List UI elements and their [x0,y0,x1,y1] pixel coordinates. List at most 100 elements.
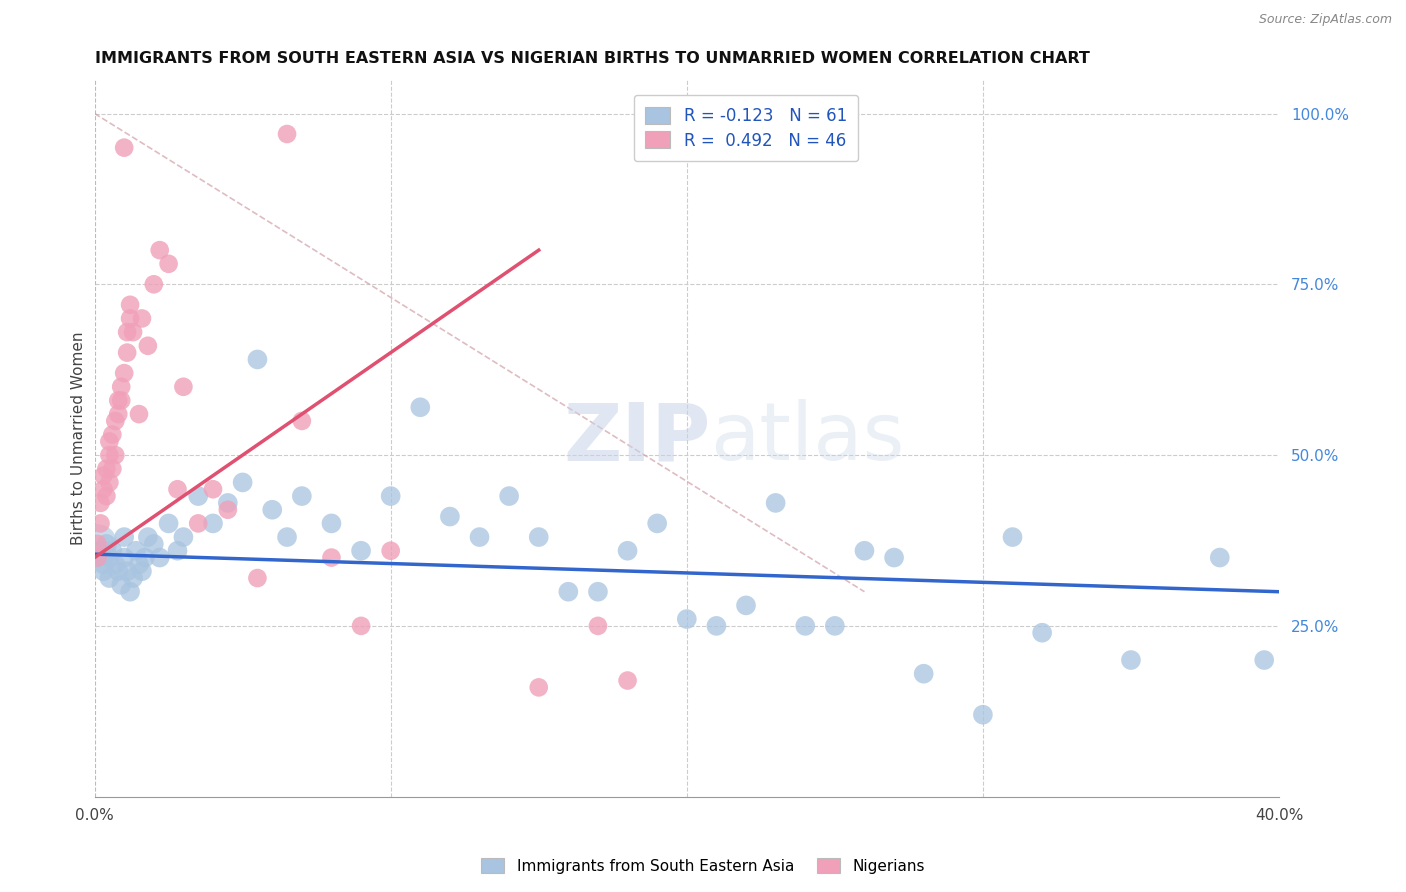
Point [1001,530,1024,544]
Point [104,558,127,572]
Point [217,502,239,516]
Point [86,550,108,565]
Point [321,516,343,531]
Point [321,550,343,565]
Point [202,482,225,496]
Point [380,489,402,503]
Legend: Immigrants from South Eastern Asia, Nigerians: Immigrants from South Eastern Asia, Nige… [475,852,931,880]
Point [912,666,935,681]
Point [557,584,579,599]
Point [166,482,188,496]
Point [498,489,520,503]
Text: atlas: atlas [710,399,905,477]
Point [93,468,115,483]
Point [98,550,121,565]
Point [112,141,135,155]
Point [246,352,269,367]
Point [187,516,209,531]
Point [157,516,180,531]
Point [246,571,269,585]
Point [120,311,142,326]
Point [350,543,373,558]
Point [125,543,148,558]
Point [96,537,118,551]
Legend: R = -0.123   N = 61, R =  0.492   N = 46: R = -0.123 N = 61, R = 0.492 N = 46 [634,95,859,161]
Point [616,543,638,558]
Point [586,619,609,633]
Point [89,516,111,531]
Point [291,489,314,503]
Point [112,530,135,544]
Point [172,380,194,394]
Point [86,537,108,551]
Point [1031,625,1053,640]
Point [527,530,550,544]
Point [794,619,817,633]
Point [98,434,121,449]
Point [86,537,108,551]
Point [765,496,787,510]
Point [107,564,129,578]
Point [122,325,145,339]
Point [172,530,194,544]
Point [232,475,254,490]
Point [134,550,156,565]
Point [96,462,118,476]
Point [107,393,129,408]
Point [291,414,314,428]
Point [187,489,209,503]
Point [157,257,180,271]
Point [706,619,728,633]
Point [112,550,135,565]
Point [98,475,121,490]
Point [616,673,638,688]
Point [217,496,239,510]
Point [115,345,138,359]
Point [128,558,150,572]
Point [350,619,373,633]
Point [824,619,846,633]
Point [110,393,132,408]
Point [101,462,124,476]
Point [110,578,132,592]
Point [142,277,165,292]
Point [86,550,108,565]
Point [142,537,165,551]
Text: IMMIGRANTS FROM SOUTH EASTERN ASIA VS NIGERIAN BIRTHS TO UNMARRIED WOMEN CORRELA: IMMIGRANTS FROM SOUTH EASTERN ASIA VS NI… [94,51,1090,66]
Point [98,571,121,585]
Point [527,681,550,695]
Point [883,550,905,565]
Point [149,550,172,565]
Point [439,509,461,524]
Point [468,530,491,544]
Point [120,584,142,599]
Point [1209,550,1232,565]
Point [972,707,994,722]
Point [409,401,432,415]
Point [380,543,402,558]
Point [149,243,172,257]
Point [96,489,118,503]
Point [122,571,145,585]
Point [101,543,124,558]
Point [93,482,115,496]
Point [136,530,159,544]
Point [645,516,668,531]
Point [89,496,111,510]
Point [202,516,225,531]
Point [1253,653,1275,667]
Point [262,502,284,516]
Point [120,298,142,312]
Point [89,543,111,558]
Point [112,366,135,380]
Point [110,380,132,394]
Point [136,339,159,353]
Point [166,543,188,558]
Point [115,564,138,578]
Point [104,414,127,428]
Point [735,599,758,613]
Point [128,407,150,421]
Point [1119,653,1142,667]
Point [675,612,697,626]
Point [276,127,298,141]
